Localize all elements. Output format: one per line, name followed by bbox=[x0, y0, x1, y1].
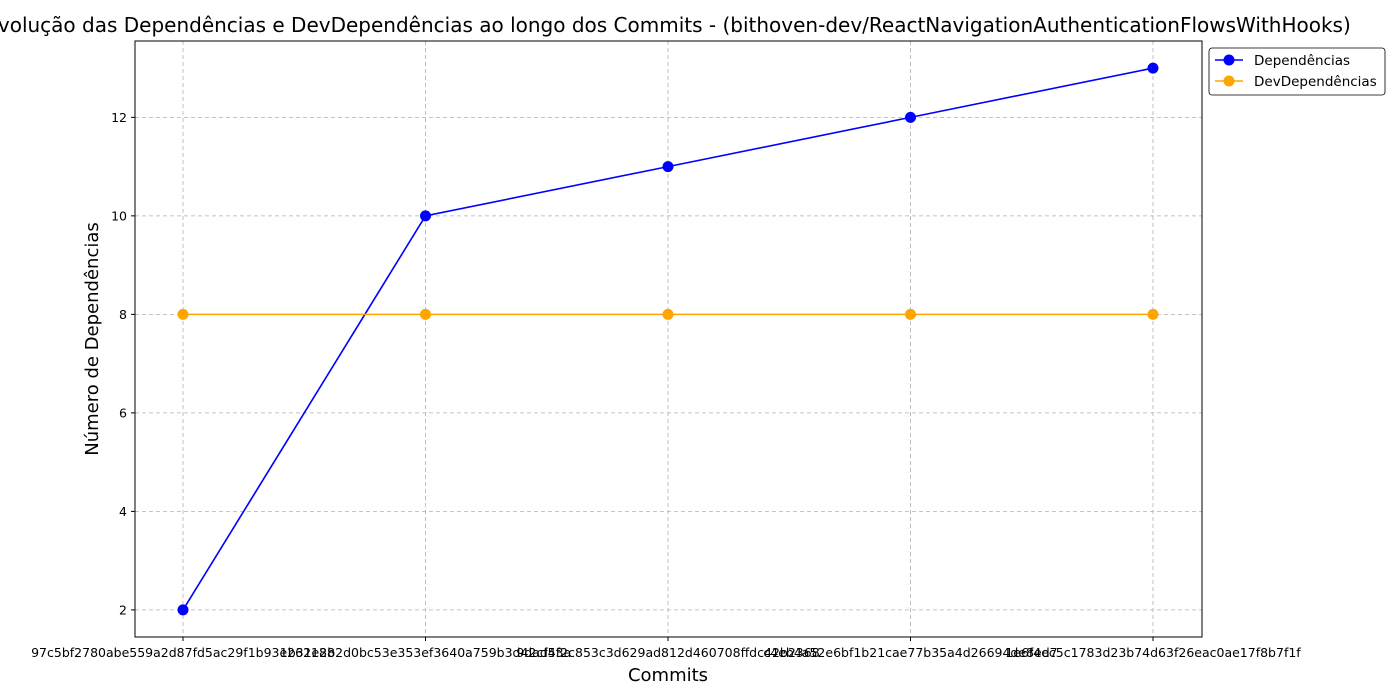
x-tick-label: 1b31e2b2d0bc53e353ef3640a759b3d42cf53a bbox=[280, 645, 571, 660]
x-tick-label: 1e6f4ec5c1783d23b74d63f26eac0ae17f8b7f1f bbox=[1005, 645, 1301, 660]
y-axis-label: Número de Dependências bbox=[82, 222, 103, 456]
data-point bbox=[1147, 308, 1159, 320]
legend: Dependências DevDependências bbox=[1208, 47, 1386, 96]
data-point bbox=[905, 111, 916, 123]
x-axis-label: Commits bbox=[628, 665, 708, 686]
chart-title: Evolução das Dependências e DevDependênc… bbox=[0, 13, 1351, 37]
legend-label: DevDependências bbox=[1254, 74, 1377, 90]
x-tick-label: c4eb4a52e6bf1b21cae77b35a4d26694de8ed7 bbox=[763, 645, 1057, 660]
x-tick-label: 97c5bf2780abe559a2d87fd5ac29f1b93e262188 bbox=[31, 645, 335, 660]
y-tick-label: 12 bbox=[111, 110, 127, 125]
data-point bbox=[420, 210, 431, 222]
y-tick-label: 8 bbox=[119, 307, 127, 322]
series bbox=[177, 62, 1159, 616]
x-axis: 97c5bf2780abe559a2d87fd5ac29f1b93e262188… bbox=[31, 637, 1301, 660]
data-point bbox=[1147, 62, 1159, 74]
legend-swatch-marker bbox=[1223, 54, 1235, 66]
y-tick-label: 10 bbox=[111, 208, 127, 223]
y-tick-label: 2 bbox=[119, 602, 127, 617]
data-point bbox=[177, 308, 189, 320]
data-point bbox=[662, 308, 674, 320]
legend-swatch-marker bbox=[1223, 75, 1235, 87]
plot-area bbox=[134, 40, 1203, 638]
data-point bbox=[420, 308, 431, 320]
legend-frame bbox=[1208, 47, 1386, 96]
data-point bbox=[177, 604, 189, 616]
grid bbox=[135, 41, 1202, 637]
x-tick-label: 9dad4f2c853c3d629ad812d460708ffdc42b2368 bbox=[516, 645, 819, 660]
y-axis: 2 4 6 8 10 12 bbox=[111, 110, 135, 617]
y-tick-label: 4 bbox=[119, 504, 127, 519]
data-point bbox=[905, 308, 916, 320]
data-point bbox=[662, 161, 674, 173]
legend-label: Dependências bbox=[1254, 53, 1350, 69]
y-tick-label: 6 bbox=[119, 405, 127, 420]
